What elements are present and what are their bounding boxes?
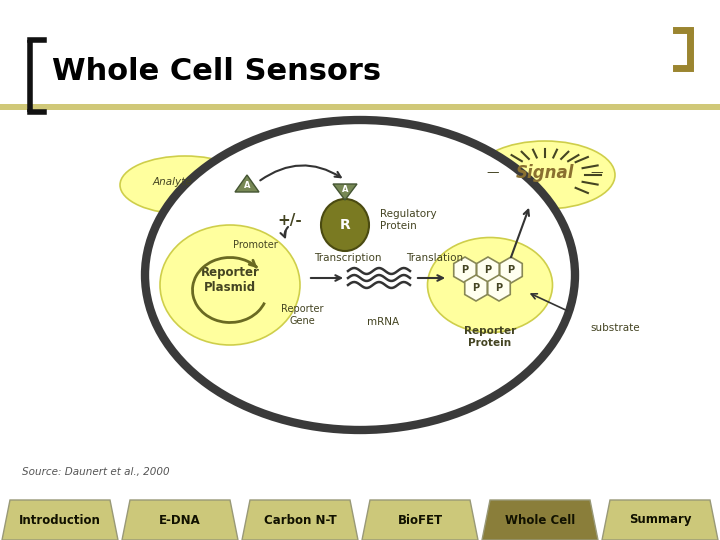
Text: P: P [495, 283, 503, 293]
Text: Translation: Translation [406, 253, 464, 263]
Text: P: P [462, 265, 469, 275]
Text: Regulatory
Protein: Regulatory Protein [380, 209, 436, 231]
Ellipse shape [160, 225, 300, 345]
Text: Carbon N-T: Carbon N-T [264, 514, 336, 526]
Text: +/-: +/- [278, 213, 302, 227]
Polygon shape [362, 500, 478, 540]
Ellipse shape [475, 141, 615, 209]
Text: A: A [244, 180, 251, 190]
Ellipse shape [120, 156, 250, 214]
Text: Source: Daunert et al., 2000: Source: Daunert et al., 2000 [22, 467, 170, 477]
Text: Transcription: Transcription [314, 253, 382, 263]
Polygon shape [122, 500, 238, 540]
Text: A: A [342, 185, 348, 193]
Ellipse shape [321, 199, 369, 251]
Bar [0, 104, 720, 110]
Text: Summary: Summary [629, 514, 691, 526]
Text: Promoter: Promoter [233, 240, 277, 250]
Text: R: R [340, 218, 351, 232]
Text: Whole Cell: Whole Cell [505, 514, 575, 526]
Text: —: — [590, 166, 603, 179]
Text: Signal: Signal [516, 164, 575, 182]
Text: Reporter
Gene: Reporter Gene [281, 304, 323, 326]
Text: BioFET: BioFET [397, 514, 443, 526]
Text: E-DNA: E-DNA [159, 514, 201, 526]
Text: substrate: substrate [590, 323, 639, 333]
Text: Introduction: Introduction [19, 514, 101, 526]
Ellipse shape [145, 120, 575, 430]
Text: Reporter
Protein: Reporter Protein [464, 326, 516, 348]
Text: P: P [472, 283, 480, 293]
Text: mRNA: mRNA [367, 317, 399, 327]
Text: P: P [485, 265, 492, 275]
Polygon shape [242, 500, 358, 540]
Polygon shape [235, 175, 259, 192]
Text: Reporter
Plasmid: Reporter Plasmid [201, 266, 259, 294]
Polygon shape [482, 500, 598, 540]
Text: Whole Cell Sensors: Whole Cell Sensors [52, 57, 381, 86]
Text: Analyte: Analyte [152, 177, 192, 187]
Ellipse shape [428, 238, 552, 333]
Text: P: P [508, 265, 515, 275]
Polygon shape [602, 500, 718, 540]
Text: —: — [487, 166, 499, 179]
Polygon shape [333, 184, 357, 200]
Polygon shape [2, 500, 118, 540]
